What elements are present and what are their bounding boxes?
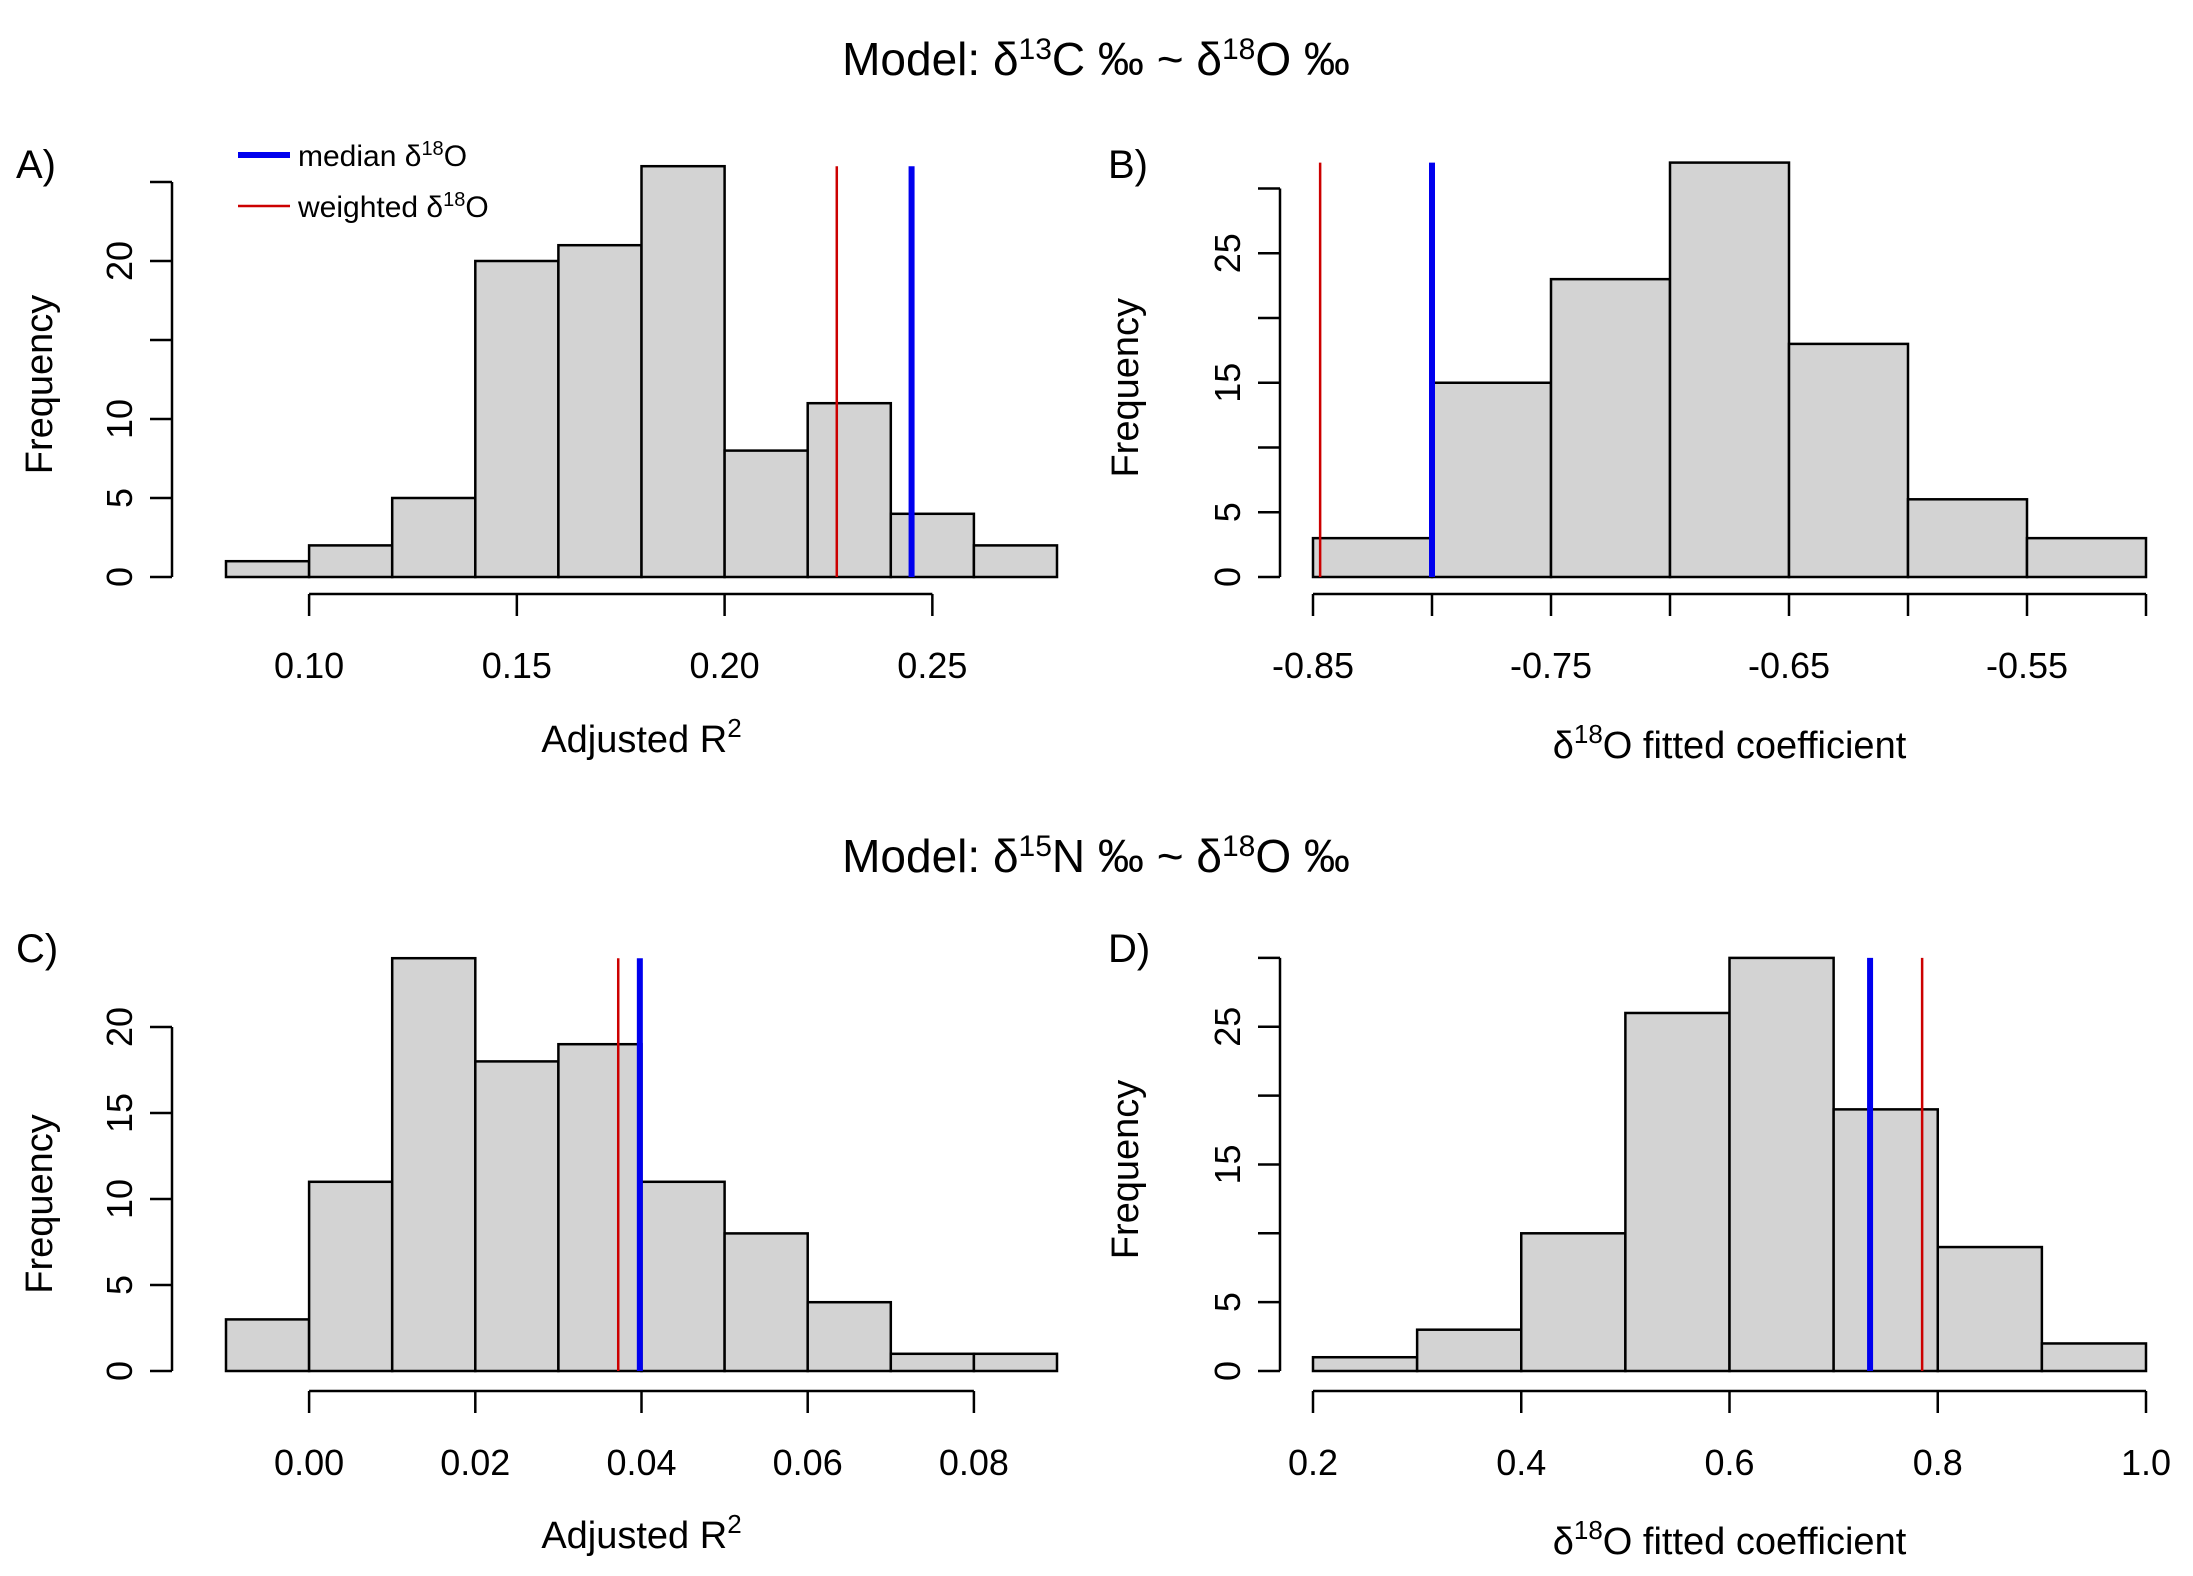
x-tick-label: 1.0 (2121, 1442, 2171, 1483)
histogram-bar (1936, 1245, 2044, 1373)
y-tick-label: 0 (99, 567, 140, 587)
x-tick-label: 0.8 (1913, 1442, 1963, 1483)
y-tick-label: 15 (1207, 363, 1248, 403)
x-axis-title: δ18O fitted coefficient (1553, 1515, 1907, 1563)
panel-label: A) (16, 143, 56, 187)
histogram-bar (1728, 956, 1835, 1373)
histogram-bar (1430, 381, 1553, 579)
x-tick-label: -0.85 (1272, 645, 1354, 686)
x-tick-label: 0.15 (482, 645, 552, 686)
histogram-bar (1311, 536, 1434, 579)
panel-label: B) (1108, 143, 1148, 187)
x-tick-label: 0.10 (274, 645, 344, 686)
x-tick-label: 0.4 (1496, 1442, 1546, 1483)
y-tick-label: 5 (99, 488, 140, 508)
panel-a: 0 5 10 20 0.10 0.15 0.20 0.25 Frequency Adjusted … (16, 143, 1059, 761)
histogram-bar (1787, 342, 1910, 579)
x-axis-title: Adjusted R2 (541, 713, 741, 761)
x-axis-title: δ18O fitted coefficient (1553, 719, 1907, 767)
histogram-bar (1832, 1108, 1939, 1373)
histogram-bar (889, 512, 976, 579)
y-tick-label: 25 (1207, 1007, 1248, 1047)
legend: median δ18O weighted δ18O (238, 138, 489, 224)
y-tick-label: 10 (99, 399, 140, 439)
y-tick-label: 20 (99, 1007, 140, 1047)
histogram-bar (557, 243, 643, 579)
legend-median-label: median δ18O (298, 138, 467, 173)
y-tick-label: 10 (99, 1179, 140, 1219)
y-tick-label: 5 (1207, 502, 1248, 522)
histogram-bar (1906, 498, 2029, 579)
title-bottom: Model: δ15N ‰ ~ δ18O ‰ (842, 830, 1350, 883)
x-tick-label: 0.02 (440, 1442, 510, 1483)
histogram-bar (806, 1300, 893, 1373)
x-tick-label: 0.06 (773, 1442, 843, 1483)
histogram-bar (390, 956, 477, 1373)
x-tick-label: -0.65 (1748, 645, 1830, 686)
histogram-bar (723, 449, 809, 579)
title-top: Model: δ13C ‰ ~ δ18O ‰ (842, 33, 1350, 86)
x-tick-label: 0.08 (939, 1442, 1009, 1483)
panel-label: D) (1108, 927, 1150, 971)
panel-b: 0 5 15 25 -0.85 -0.75 -0.65 -0.55 Frequency δ18O … (1105, 143, 2148, 767)
panel-label: C) (16, 927, 58, 971)
x-tick-label: -0.55 (1986, 645, 2068, 686)
y-axis-title: Frequency (1105, 1080, 1147, 1260)
histogram-bar (307, 1180, 394, 1373)
x-tick-label: 0.00 (274, 1442, 344, 1483)
histogram-bar (972, 544, 1059, 579)
y-tick-label: 25 (1207, 233, 1248, 273)
histogram-bar (1520, 1232, 1627, 1373)
y-axis-title: Frequency (19, 295, 61, 475)
histogram-bar (557, 1042, 643, 1373)
x-tick-label: 0.04 (606, 1442, 676, 1483)
y-tick-label: 5 (99, 1275, 140, 1295)
histogram-bar (972, 1352, 1059, 1373)
histogram-bar (806, 401, 893, 579)
histogram-bar (640, 1180, 726, 1373)
histogram-bar (723, 1232, 809, 1373)
panel-d: 0 5 15 25 0.2 0.4 0.6 0.8 1.0 Frequency δ18O fitte… (1105, 927, 2171, 1563)
x-tick-label: 0.25 (897, 645, 967, 686)
y-tick-label: 0 (99, 1361, 140, 1381)
legend-weighted-label: weighted δ18O (297, 189, 489, 224)
y-tick-label: 5 (1207, 1292, 1248, 1312)
x-tick-label: 0.6 (1704, 1442, 1754, 1483)
y-tick-label: 15 (1207, 1144, 1248, 1184)
histogram-bar (307, 544, 394, 579)
histogram-bar (390, 496, 477, 579)
histogram-bar (889, 1352, 976, 1373)
histogram-bar (1415, 1328, 1523, 1373)
y-axis-title: Frequency (1105, 298, 1147, 478)
histogram-bar (224, 1318, 311, 1373)
histogram-bar (2040, 1342, 2148, 1373)
histogram-bar (224, 559, 311, 579)
histogram-bar (474, 1060, 560, 1373)
y-tick-label: 20 (99, 241, 140, 281)
y-axis-title: Frequency (19, 1114, 61, 1294)
histogram-bar (1549, 277, 1672, 579)
histogram-bar (1624, 1011, 1731, 1373)
x-tick-label: -0.75 (1510, 645, 1592, 686)
histogram-bar (474, 259, 560, 579)
y-tick-label: 0 (1207, 567, 1248, 587)
histogram-bar (1311, 1355, 1419, 1373)
y-tick-label: 15 (99, 1093, 140, 1133)
panel-c: 0 5 10 15 20 0.00 0.02 0.04 0.06 0.08 Frequency Adj… (16, 927, 1059, 1557)
x-tick-label: 0.20 (690, 645, 760, 686)
histogram-bar (640, 164, 726, 579)
y-tick-label: 0 (1207, 1361, 1248, 1381)
x-axis-title: Adjusted R2 (541, 1509, 741, 1557)
histogram-bar (2025, 536, 2148, 579)
x-tick-label: 0.2 (1288, 1442, 1338, 1483)
histogram-bar (1668, 161, 1791, 579)
